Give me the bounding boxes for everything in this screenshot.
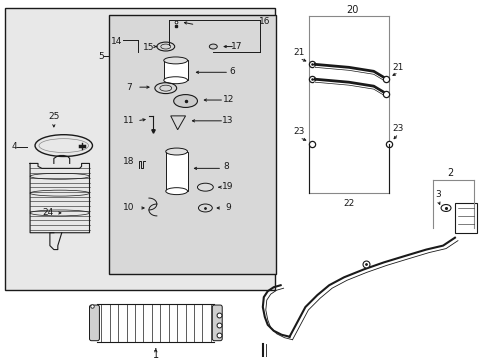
Bar: [5, 8, 274, 290]
Text: 20: 20: [345, 5, 357, 15]
Text: 14: 14: [110, 37, 122, 46]
Text: 23: 23: [293, 127, 305, 136]
Text: 18: 18: [123, 157, 135, 166]
FancyBboxPatch shape: [212, 305, 222, 341]
Text: 21: 21: [392, 63, 404, 72]
Text: 21: 21: [293, 48, 305, 57]
Ellipse shape: [165, 148, 187, 155]
Text: 8: 8: [223, 162, 228, 171]
Ellipse shape: [209, 44, 217, 49]
Text: 5: 5: [98, 52, 104, 61]
Ellipse shape: [173, 95, 197, 107]
Text: 13: 13: [222, 116, 233, 125]
Text: 23: 23: [392, 124, 404, 133]
Text: 3: 3: [434, 190, 440, 199]
Text: 10: 10: [123, 203, 135, 212]
Ellipse shape: [165, 188, 187, 195]
Text: 4: 4: [11, 142, 17, 151]
Text: 7: 7: [126, 83, 132, 92]
Bar: [109, 15, 275, 274]
FancyBboxPatch shape: [89, 305, 99, 341]
Text: 19: 19: [222, 182, 233, 191]
Text: 17: 17: [231, 42, 243, 51]
Text: 1: 1: [152, 350, 159, 360]
Text: 2: 2: [446, 168, 452, 178]
Ellipse shape: [163, 57, 187, 64]
Text: 6: 6: [229, 67, 235, 76]
Text: 9: 9: [225, 203, 230, 212]
Text: 16: 16: [259, 17, 270, 26]
Bar: [163, 60, 187, 80]
Text: 11: 11: [123, 116, 135, 125]
Ellipse shape: [163, 77, 187, 84]
Bar: [165, 152, 187, 191]
Text: 24: 24: [42, 208, 54, 217]
Text: 22: 22: [343, 198, 354, 207]
Text: 25: 25: [48, 112, 60, 121]
Text: 15: 15: [143, 43, 154, 52]
Text: 12: 12: [222, 95, 233, 104]
Bar: [454, 203, 476, 233]
Ellipse shape: [197, 183, 213, 191]
